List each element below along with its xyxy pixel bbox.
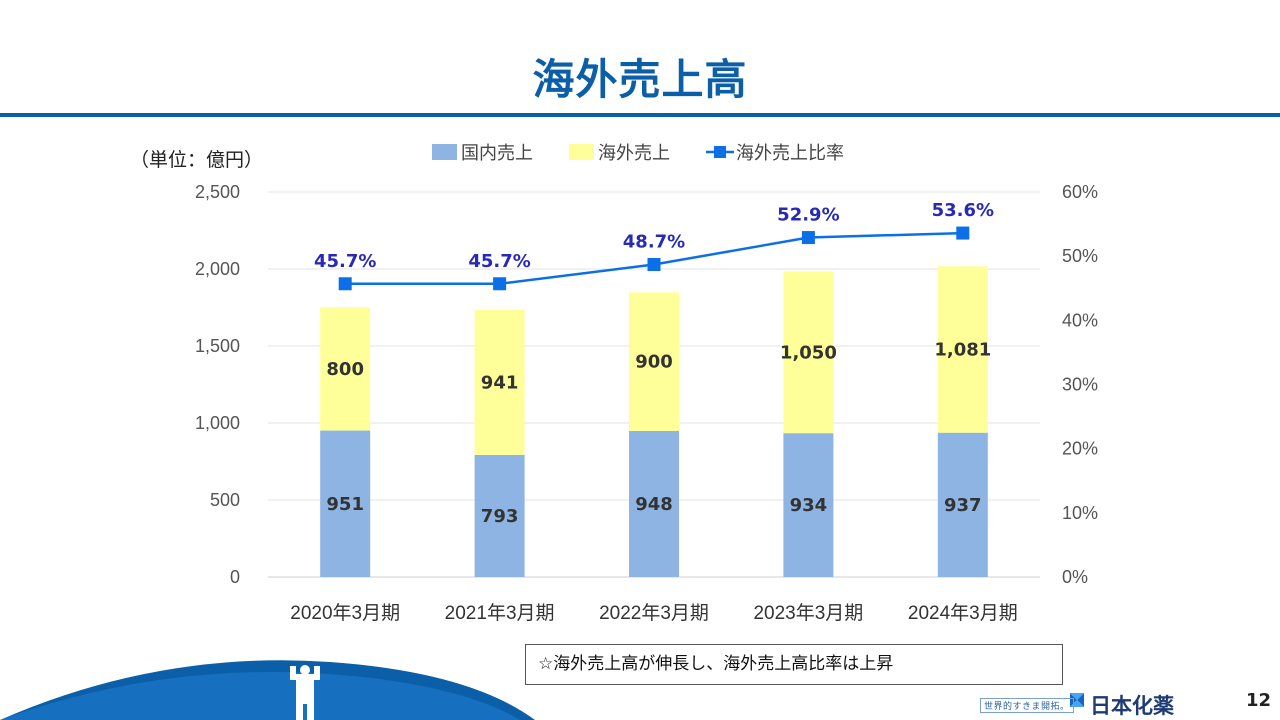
bar-overseas	[629, 292, 679, 432]
ratio-point	[338, 277, 352, 291]
legend-swatch-overseas	[569, 144, 594, 160]
ratio-point	[493, 277, 507, 291]
x-tick-label: 2021年3月期	[445, 602, 555, 624]
y-right-tick-label: 20%	[1062, 439, 1098, 459]
bar-label-domestic: 937	[944, 495, 982, 516]
page-number: 12	[1246, 690, 1272, 711]
y-right-tick-label: 10%	[1062, 503, 1098, 523]
legend-marker-ratio	[714, 146, 726, 158]
ratio-label: 53.6%	[932, 200, 994, 221]
x-tick-label: 2022年3月期	[599, 602, 709, 624]
bar-overseas	[783, 271, 834, 434]
y-axis-right: 0% 10% 20% 30% 40% 50% 60%	[1062, 182, 1098, 587]
y-right-tick-label: 30%	[1062, 375, 1098, 395]
bar-label-domestic: 951	[326, 494, 364, 515]
ratio-point	[801, 231, 815, 245]
bar-overseas	[937, 266, 988, 433]
y-left-tick-label: 1,500	[195, 336, 240, 356]
bar-label-domestic: 934	[790, 495, 828, 516]
ratio-label: 48.7%	[623, 232, 685, 253]
bar-domestic	[937, 432, 988, 577]
y-right-tick-label: 0%	[1062, 567, 1088, 587]
x-axis: 2020年3月期 2021年3月期 2022年3月期 2023年3月期 2024年3月期	[290, 602, 1017, 624]
y-left-tick-label: 1,000	[195, 413, 240, 433]
unit-label: （単位：億円）	[130, 149, 264, 171]
title-rule	[0, 113, 1280, 117]
bar-domestic	[320, 430, 371, 577]
y-right-tick-label: 50%	[1062, 246, 1098, 266]
page-title: 海外売上高	[532, 55, 748, 104]
ratio-point	[647, 258, 661, 272]
x-tick-label: 2020年3月期	[290, 602, 400, 624]
x-tick-label: 2024年3月期	[908, 602, 1018, 624]
bar-label-domestic: 948	[635, 494, 673, 515]
decorative-wave	[0, 660, 535, 720]
ratio-point	[956, 226, 970, 240]
bar-domestic	[474, 454, 525, 577]
company-tagline: 世界的すきま開拓。	[980, 698, 1074, 713]
y-axis-left: 0 500 1,000 1,500 2,000 2,500	[195, 182, 240, 587]
bar-label-overseas: 900	[635, 352, 673, 373]
legend-label-ratio: 海外売上比率	[736, 143, 844, 164]
legend-label-domestic: 国内売上	[461, 143, 533, 164]
ratio-label: 52.9%	[777, 205, 839, 226]
mascot-figure-icon	[290, 665, 320, 720]
bar-overseas	[320, 307, 371, 431]
bars: 951 800 793 941 948 900 934 1,050 937 1,081	[320, 266, 991, 577]
ratio-line: 45.7% 45.7% 48.7% 52.9% 53.6%	[314, 200, 994, 291]
bar-domestic	[629, 431, 679, 577]
bar-overseas	[474, 309, 525, 455]
ratio-label: 45.7%	[314, 251, 376, 272]
bar-label-overseas: 1,050	[780, 342, 837, 363]
note-box: ☆海外売上高が伸長し、海外売上高比率は上昇	[525, 644, 1063, 685]
legend-label-overseas: 海外売上	[598, 143, 670, 164]
y-right-tick-label: 40%	[1062, 310, 1098, 330]
bar-domestic	[783, 433, 834, 577]
bar-label-overseas: 1,081	[934, 339, 991, 360]
chart-legend: 国内売上 海外売上 海外売上比率	[432, 143, 844, 164]
bar-label-overseas: 941	[481, 372, 519, 393]
bar-label-overseas: 800	[326, 359, 364, 380]
y-right-tick-label: 60%	[1062, 182, 1098, 202]
ratio-label: 45.7%	[468, 251, 530, 272]
legend-swatch-domestic	[432, 144, 457, 160]
y-left-tick-label: 0	[230, 567, 240, 587]
brand-name: 日本化薬	[1090, 694, 1174, 718]
y-left-tick-label: 2,000	[195, 259, 240, 279]
bar-label-domestic: 793	[481, 506, 519, 527]
x-tick-label: 2023年3月期	[753, 602, 863, 624]
y-left-tick-label: 500	[210, 490, 240, 510]
y-left-tick-label: 2,500	[195, 182, 240, 202]
